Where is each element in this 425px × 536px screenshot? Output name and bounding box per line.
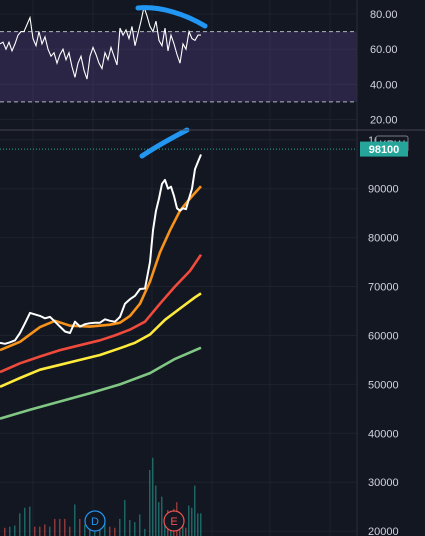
volume-bar <box>119 518 121 536</box>
volume-bar <box>49 526 51 536</box>
rsi-axis: 80.00 60.00 40.00 20.00 <box>370 9 398 126</box>
price-tick-label: 60000 <box>368 330 399 342</box>
volume-bar <box>194 485 196 536</box>
volume-bar <box>182 524 184 536</box>
volume-bar <box>109 526 111 536</box>
event-label-d: D <box>91 516 99 528</box>
price-line <box>0 154 202 345</box>
event-marker-d[interactable]: D <box>84 510 106 532</box>
rsi-trend-annotation <box>135 5 208 29</box>
price-tick-label: 90000 <box>368 184 399 196</box>
volume-bar <box>89 527 91 536</box>
volume-bar <box>149 470 151 536</box>
event-label-e: E <box>170 516 177 528</box>
volume-bar <box>79 518 81 536</box>
moving-average-line <box>0 253 203 374</box>
rsi-tick-label: 20.00 <box>370 114 398 126</box>
volume-bar <box>164 521 166 536</box>
volume-bar <box>99 530 101 536</box>
volume-bar <box>158 502 160 536</box>
price-series-group <box>0 154 203 420</box>
volume-bar <box>74 504 76 536</box>
volume-bar <box>155 485 157 536</box>
last-price-label: 98100 <box>369 144 400 156</box>
rsi-line <box>0 4 201 80</box>
volume-bar <box>144 528 146 536</box>
volume-bar <box>129 520 131 536</box>
price-tick-label: 50000 <box>368 379 399 391</box>
volume-bar <box>188 505 190 536</box>
volume-bar <box>152 457 154 536</box>
price-tick-label: 40000 <box>368 428 399 440</box>
moving-average-line <box>0 292 202 388</box>
moving-average-line <box>0 346 202 420</box>
volume-bar <box>197 513 199 536</box>
price-tick-label: 30000 <box>368 477 399 489</box>
volume-bar <box>69 526 71 536</box>
price-tick-label: 80000 <box>368 233 399 245</box>
volume-bar <box>104 522 106 536</box>
price-tick-label: 20000 <box>368 526 399 536</box>
volume-bar <box>139 514 141 536</box>
volume-bar <box>84 524 86 536</box>
last-price-badge: 98100 <box>360 141 408 157</box>
rsi-tick-label: 80.00 <box>370 9 398 21</box>
volume-bar <box>44 524 46 536</box>
event-marker-e[interactable]: E <box>163 510 185 532</box>
volume-bar <box>185 527 187 536</box>
rsi-tick-label: 60.00 <box>370 44 398 56</box>
volume-bar <box>134 522 136 536</box>
volume-bar <box>39 526 41 536</box>
volume-bar <box>14 525 16 536</box>
price-trend-annotation <box>139 127 190 159</box>
volume-bar <box>19 513 21 536</box>
rsi-tick-label: 40.00 <box>370 79 398 91</box>
volume-bar <box>54 518 56 536</box>
volume-bar <box>24 507 26 536</box>
rsi-pane <box>0 4 357 103</box>
volume-bar <box>29 506 31 536</box>
rsi-band <box>0 31 357 102</box>
volume-bar <box>179 524 181 536</box>
volume-bar <box>161 496 163 536</box>
volume-bar <box>59 518 61 536</box>
price-tick-label: 70000 <box>368 282 399 294</box>
volume-bar <box>124 500 126 536</box>
price-pane <box>0 127 357 420</box>
volume-bar <box>64 518 66 536</box>
moving-average-line <box>0 185 202 352</box>
volume-bar <box>34 526 36 536</box>
volume-bar <box>191 507 193 536</box>
volume-bar <box>200 513 202 536</box>
volume-bar <box>9 526 11 536</box>
volume-bar <box>4 527 6 536</box>
rsi-series <box>0 4 201 80</box>
volume-bar <box>94 528 96 536</box>
volume-bar <box>114 527 116 536</box>
chart-grid <box>0 0 357 536</box>
